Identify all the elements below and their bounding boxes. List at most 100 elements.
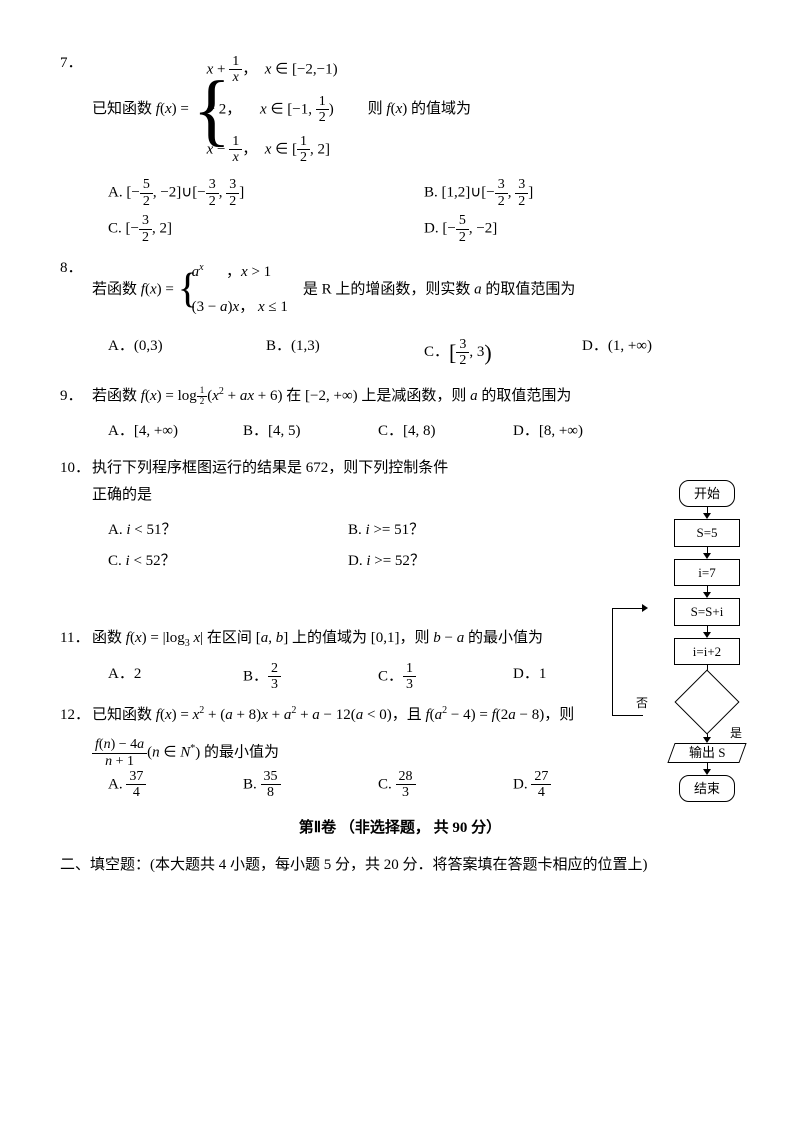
q9-opt-c: C．[4, 8) xyxy=(378,418,513,445)
label-d: D. xyxy=(348,553,366,569)
label-b: B. xyxy=(348,522,366,538)
q8-content: 若函数 f(x) = { ax ，x > 1 (3 − a)x， x ≤ 1 是… xyxy=(92,255,740,325)
opt-text: [8, +∞) xyxy=(539,423,583,439)
frac-num: 28 xyxy=(396,769,416,785)
q10-opt-d: D. i >= 52？ xyxy=(348,548,588,575)
q7-options: A. [−52, −2]∪[−32, 32] B. [1,2]∪[−32, 32… xyxy=(108,177,740,245)
question-7: 7． 已知函数 f(x) = { x + 1x， x ∈ [−2,−1) − 2… xyxy=(60,50,740,169)
label-b: B． xyxy=(243,668,268,684)
label-d: D． xyxy=(582,338,608,354)
q10-line1: 执行下列程序框图运行的结果是 672，则下列控制条件 xyxy=(92,455,740,482)
question-9: 9． 若函数 f(x) = log12(x2 + ax + 6) 在 [−2, … xyxy=(60,383,740,410)
question-8: 8． 若函数 f(x) = { ax ，x > 1 (3 − a)x， x ≤ … xyxy=(60,255,740,325)
q8-opt-b: B．(1,3) xyxy=(266,333,424,373)
frac-num: 1 xyxy=(316,94,329,110)
frac-den: 3 xyxy=(396,785,416,800)
opt-text: (0,3) xyxy=(134,338,163,354)
opt-text: [4, +∞) xyxy=(134,423,178,439)
frac-num: 35 xyxy=(261,769,281,785)
frac-num: 37 xyxy=(126,769,146,785)
opt-text: 2 xyxy=(134,666,142,682)
question-10: 10． 执行下列程序框图运行的结果是 672，则下列控制条件 正确的是 xyxy=(60,455,740,509)
q9-content: 若函数 f(x) = log12(x2 + ax + 6) 在 [−2, +∞)… xyxy=(92,383,740,410)
frac-den: 2 xyxy=(297,150,310,165)
fc-yes-label: 是 xyxy=(730,723,742,745)
label-a: A. xyxy=(108,776,126,792)
q7-prefix: 已知函数 xyxy=(92,101,156,117)
flowchart: 开始 S=5 i=7 S=S+i i=i+2 否 是 输出 S 结束 xyxy=(642,480,772,802)
section-2-title: 第Ⅱ卷 （非选择题， 共 90 分） xyxy=(60,815,740,842)
q9-opt-a: A．[4, +∞) xyxy=(108,418,243,445)
q10-opt-a: A. i < 51？ xyxy=(108,517,348,544)
opt-text: 1 xyxy=(539,666,547,682)
frac-den: 8 xyxy=(261,785,281,800)
opt-text: [4, 8) xyxy=(403,423,436,439)
q11-opt-c: C．13 xyxy=(378,661,513,693)
label-c: C． xyxy=(424,344,449,360)
frac-num: 27 xyxy=(531,769,551,785)
label-d: D. xyxy=(424,220,442,236)
q10-options: A. i < 51？ B. i >= 51？ C. i < 52？ D. i >… xyxy=(108,517,588,575)
frac-den: 2 xyxy=(316,110,329,125)
q7-piecewise: { x + 1x， x ∈ [−2,−1) − 2， x ∈ [−1, 12) … xyxy=(193,50,338,169)
label-b: B． xyxy=(243,423,268,439)
label-a: A. xyxy=(108,522,126,538)
frac-num: 1 xyxy=(403,661,416,677)
opt-text: [4, 5) xyxy=(268,423,301,439)
q7-opt-b: B. [1,2]∪[−32, 32] xyxy=(424,177,740,209)
frac-den: 4 xyxy=(531,785,551,800)
q8-mid: 是 R 上的增函数，则实数 a 的取值范围为 xyxy=(303,281,576,297)
q11-opt-b: B．23 xyxy=(243,661,378,693)
label-c: C． xyxy=(378,423,403,439)
q8-number: 8． xyxy=(60,255,92,325)
label-b: B. xyxy=(243,776,261,792)
label-c: C. xyxy=(378,776,396,792)
label-d: D. xyxy=(513,776,531,792)
fc-output: 输出 S xyxy=(667,743,746,763)
q12-opt-d: D. 274 xyxy=(513,769,648,801)
q11-options: A．2 B．23 C．13 D．1 xyxy=(108,661,648,693)
q9-opt-d: D．[8, +∞) xyxy=(513,418,648,445)
label-a: A. xyxy=(108,185,126,201)
q9-options: A．[4, +∞) B．[4, 5) C．[4, 8) D．[8, +∞) xyxy=(108,418,648,445)
fc-s5: S=5 xyxy=(674,519,740,546)
frac-den: x xyxy=(229,150,242,165)
q8-options: A．(0,3) B．(1,3) C．[32, 3) D．(1, +∞) xyxy=(108,333,740,373)
q12-options: A. 374 B. 358 C. 283 D. 274 xyxy=(108,769,648,801)
label-b: B. xyxy=(424,185,442,201)
q11-opt-a: A．2 xyxy=(108,661,243,693)
frac-den: 4 xyxy=(126,785,146,800)
q8-opt-d: D．(1, +∞) xyxy=(582,333,740,373)
q12-opt-b: B. 358 xyxy=(243,769,378,801)
fc-start: 开始 xyxy=(679,480,735,507)
q7-number: 7． xyxy=(60,50,92,169)
fc-ssi: S=S+i xyxy=(674,598,740,625)
opt-text: (1, +∞) xyxy=(608,338,652,354)
label-a: A． xyxy=(108,666,134,682)
frac-den: 3 xyxy=(268,677,281,692)
fill-blank-header: 二、填空题：(本大题共 4 小题，每小题 5 分，共 20 分．将答案填在答题卡… xyxy=(60,852,740,879)
fc-end: 结束 xyxy=(679,775,735,802)
q10-opt-b: B. i >= 51？ xyxy=(348,517,588,544)
opt-text: (1,3) xyxy=(291,338,320,354)
frac-num: 1 xyxy=(229,134,242,150)
frac-num: 2 xyxy=(268,661,281,677)
q8-piecewise: { ax ，x > 1 (3 − a)x， x ≤ 1 xyxy=(178,255,288,325)
q11-number: 11． xyxy=(60,625,92,653)
q12-opt-c: C. 283 xyxy=(378,769,513,801)
label-c: C． xyxy=(378,668,403,684)
label-c: C. xyxy=(108,220,126,236)
q7-suffix: 则 f(x) 的值域为 xyxy=(368,101,471,117)
fc-ii2: i=i+2 xyxy=(674,638,740,665)
fc-no-label: 否 xyxy=(636,693,648,715)
q7-opt-a: A. [−52, −2]∪[−32, 32] xyxy=(108,177,424,209)
label-b: B． xyxy=(266,338,291,354)
q12-opt-a: A. 374 xyxy=(108,769,243,801)
q7-opt-c: C. [−32, 2] xyxy=(108,213,424,245)
q7-opt-d: D. [−52, −2] xyxy=(424,213,740,245)
label-a: A． xyxy=(108,423,134,439)
frac-num: 1 xyxy=(229,54,242,70)
label-c: C. xyxy=(108,553,126,569)
q8-opt-c: C．[32, 3) xyxy=(424,333,582,373)
frac-num: 1 xyxy=(297,134,310,150)
